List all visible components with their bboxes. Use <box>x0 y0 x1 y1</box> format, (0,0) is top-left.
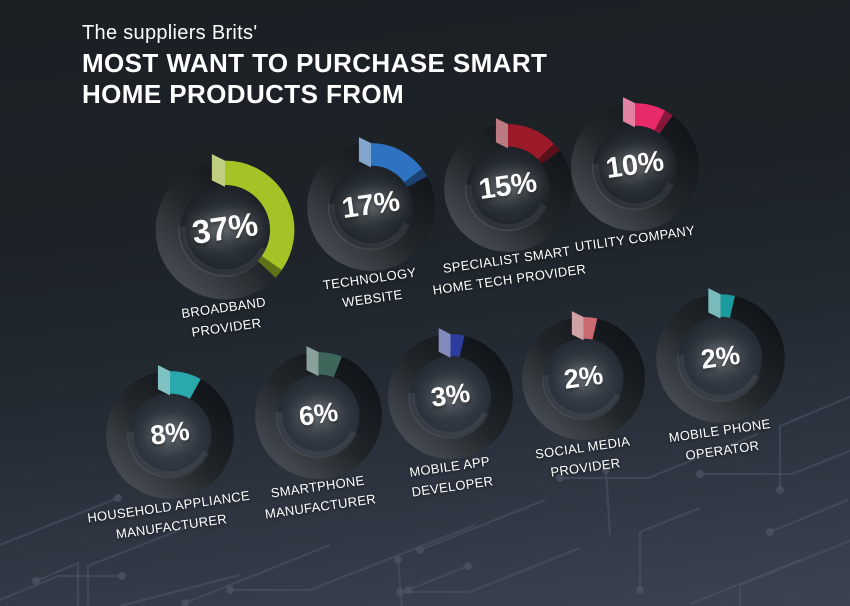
donut-ring-graphic <box>255 346 382 479</box>
donut-ring-graphic <box>521 311 646 441</box>
donut-ring-graphic <box>307 137 435 271</box>
donut-household-appliance-manufacturer: 8% HOUSEHOLD APPLIANCE MANUFACTURER <box>86 365 251 541</box>
donut-ring-graphic <box>656 288 785 423</box>
donut-ring-graphic <box>571 97 699 231</box>
title-intro: The suppliers Brits' <box>82 22 258 44</box>
donut-ring-graphic <box>388 328 513 459</box>
title-line-1: MOST WANT TO PURCHASE SMART <box>82 48 548 78</box>
title-line-2: HOME PRODUCTS FROM <box>82 79 405 110</box>
donut-social-media-provider: 2% SOCIAL MEDIA PROVIDER <box>517 311 650 479</box>
donut-broadband-provider: 37% BROADBAND PROVIDER <box>150 154 300 339</box>
donut-smartphone-manufacturer: 6% SMARTPHONE MANUFACTURER <box>250 346 387 521</box>
donut-utility-company: 10% UTILITY COMPANY <box>566 97 704 254</box>
donut-mobile-phone-operator: 2% MOBILE PHONE OPERATOR <box>651 288 790 462</box>
donut-mobile-app-developer: 3% MOBILE APP DEVELOPER <box>383 328 518 499</box>
donut-ring-graphic <box>155 154 295 300</box>
donut-ring-graphic <box>444 118 572 252</box>
donut-ring-graphic <box>106 365 234 499</box>
donut-specialist-smart-home-tech-provider: 15% SPECIALIST SMART HOME TECH PROVIDER <box>432 118 587 297</box>
donut-technology-website: 17% TECHNOLOGY WEBSITE <box>302 137 440 310</box>
title-block: The suppliers Brits' MOST WANT TO PURCHA… <box>82 22 547 110</box>
